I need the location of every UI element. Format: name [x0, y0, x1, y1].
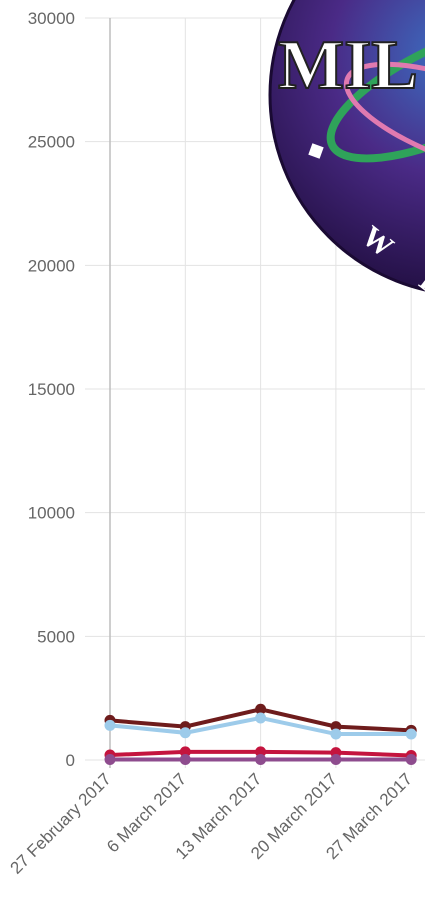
y-tick-label: 20000: [28, 256, 75, 275]
y-tick-label: 10000: [28, 504, 75, 523]
point: [406, 754, 417, 765]
point: [255, 754, 266, 765]
y-tick-label: 30000: [28, 9, 75, 28]
y-tick-label: 0: [66, 751, 75, 770]
y-tick-label: 5000: [37, 627, 75, 646]
point: [180, 754, 191, 765]
page: {"chart_data": {"type": "line", "categor…: [0, 0, 425, 910]
logo-title: MIL: [278, 27, 418, 104]
y-tick-label: 25000: [28, 133, 75, 152]
x-tick-label: 27 February 2017: [6, 769, 114, 877]
logo: MIL W E: [270, 0, 425, 314]
point: [406, 729, 417, 740]
point: [330, 729, 341, 740]
point: [105, 754, 116, 765]
point: [180, 727, 191, 738]
point: [330, 754, 341, 765]
point: [255, 712, 266, 723]
chart: 0 5000 10000 15000 20000 25000 30000 27 Februar…: [0, 0, 425, 910]
y-tick-label: 15000: [28, 380, 75, 399]
point: [105, 720, 116, 731]
